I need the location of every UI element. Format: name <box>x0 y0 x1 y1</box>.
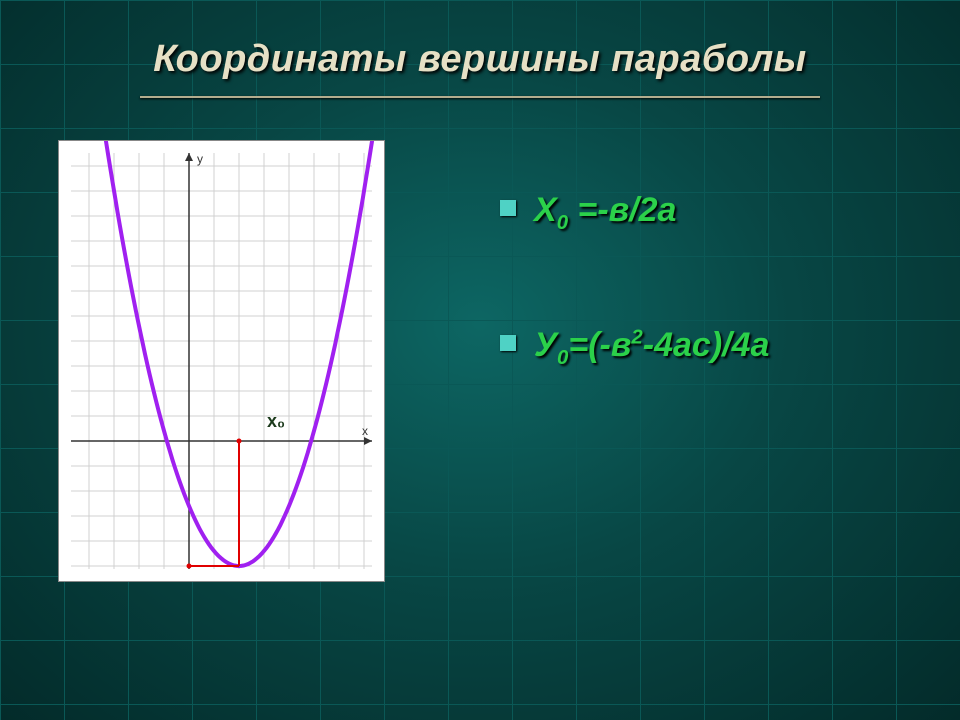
chart-svg: x y х₀ у₀ <box>59 141 384 581</box>
formula-row-x0: Х0 =-в/2а <box>500 190 920 235</box>
slide-title: Координаты вершины параболы <box>0 38 960 81</box>
formula-x0: Х0 =-в/2а <box>534 190 676 235</box>
formula-y0: У0=(-в2-4ас)/4а <box>534 325 769 370</box>
svg-text:y: y <box>197 152 203 166</box>
formula-list: Х0 =-в/2а У0=(-в2-4ас)/4а <box>500 190 920 461</box>
slide: Координаты вершины параболы x y х₀ у₀ Х0 =-… <box>0 0 960 720</box>
svg-text:х₀: х₀ <box>267 411 285 431</box>
title-underline <box>140 96 820 98</box>
parabola-chart: x y х₀ у₀ <box>58 140 385 582</box>
svg-text:x: x <box>362 424 368 438</box>
formula-row-y0: У0=(-в2-4ас)/4а <box>500 325 920 370</box>
bullet-icon <box>500 200 516 216</box>
svg-text:у₀: у₀ <box>157 578 175 581</box>
bullet-icon <box>500 335 516 351</box>
